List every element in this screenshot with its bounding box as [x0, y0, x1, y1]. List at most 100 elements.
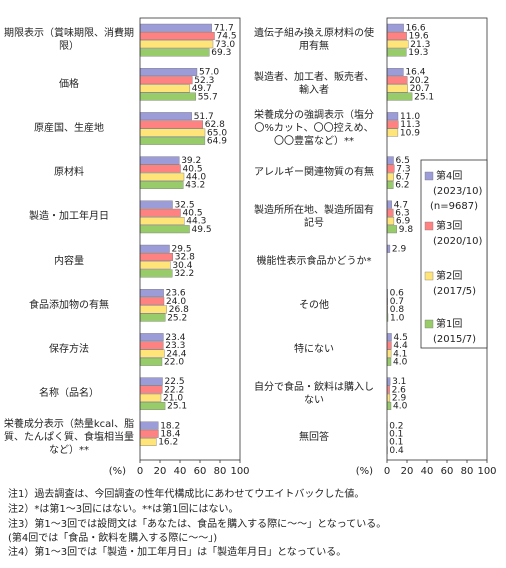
category-label-box: 価格: [59, 79, 79, 90]
bar: [139, 40, 214, 49]
bar: [139, 225, 190, 234]
value-label: 6.7: [396, 173, 410, 183]
value-label: 22.2: [164, 385, 184, 395]
value-label: 4.0: [393, 358, 408, 368]
bar: [386, 357, 392, 366]
category-label-box: 原産国、生産地: [34, 123, 104, 134]
value-label: 1.0: [390, 313, 405, 323]
bar: [139, 92, 196, 101]
value-label: 39.2: [181, 156, 201, 166]
bar: [139, 67, 198, 76]
category-label: 食品添加物の有無: [29, 299, 109, 311]
x-axis-label: (%): [356, 466, 373, 477]
bar: [139, 421, 159, 430]
bar: [386, 333, 392, 342]
x-tick-label: 20: [401, 466, 414, 477]
bar: [386, 393, 391, 402]
legend-sample: (n=9687): [430, 201, 478, 212]
value-label: 18.2: [160, 421, 180, 431]
note: 注2）*は第1～3回にはない。**は第1回にはない。: [8, 502, 238, 515]
category-label: 製造所所在地、製造所固有記号: [254, 204, 374, 229]
bar: [386, 92, 413, 101]
bar: [139, 377, 163, 386]
category-label-box: 栄養成分表示（熱量kcal、脂質、たんぱく質、食塩相当量など）**: [4, 419, 134, 456]
value-label: 57.0: [199, 68, 219, 78]
value-label: 4.0: [393, 402, 408, 412]
value-label: 6.3: [395, 209, 409, 219]
bar: [139, 305, 167, 314]
value-label: 3.1: [392, 377, 406, 387]
bar: [139, 244, 170, 253]
category-label: 期限表示（賞味期限、消費期限）: [4, 28, 134, 53]
value-label: 30.4: [172, 261, 192, 271]
bar: [386, 23, 404, 32]
value-label: 6.5: [396, 156, 410, 166]
category-label: 内容量: [54, 255, 84, 267]
bar: [139, 333, 164, 342]
category-label: 遺伝子組み換え原材料の使用有無: [254, 28, 374, 53]
value-label: 16.6: [406, 24, 426, 34]
value-label: 0.2: [389, 421, 403, 431]
bar: [386, 216, 395, 225]
x-tick-label: 40: [174, 466, 187, 477]
category-label-box: アレルギー関連物質の有無: [254, 167, 374, 179]
category-label-box: 栄養成分の強調表示（塩分〇%カット、〇〇控えめ、〇〇豊富など）**: [254, 109, 374, 147]
value-label: 32.8: [175, 253, 195, 263]
x-tick-label: 80: [461, 466, 474, 477]
category-label-box: 製造者、加工者、販売者、輸入者: [254, 72, 374, 96]
value-label: 21.3: [410, 40, 430, 50]
x-tick-label: 40: [421, 466, 434, 477]
value-label: 24.0: [166, 297, 186, 307]
x-tick-label: 0: [137, 466, 143, 477]
x-tick-label: 20: [154, 466, 167, 477]
bar: [139, 289, 164, 298]
value-label: 44.3: [186, 217, 206, 227]
category-label: アレルギー関連物質の有無: [254, 167, 374, 179]
value-label: 52.3: [194, 76, 214, 86]
category-label: 製造・加工年月日: [29, 211, 109, 223]
value-label: 20.2: [409, 76, 429, 86]
value-label: 43.2: [185, 181, 205, 191]
category-label: 栄養成分の強調表示（塩分〇%カット、〇〇控えめ、〇〇豊富など）**: [254, 109, 374, 147]
category-label-box: 製造・加工年月日: [29, 211, 109, 223]
value-label: 0.1: [389, 438, 403, 448]
legend-period: (2023/10): [433, 186, 482, 197]
bar: [386, 402, 392, 411]
x-tick-label: 100: [230, 466, 249, 477]
bar: [139, 357, 163, 366]
bar: [139, 76, 193, 85]
bar: [386, 349, 392, 358]
bar: [386, 225, 398, 234]
value-label: 11.0: [400, 112, 420, 122]
legend-swatch: [424, 171, 434, 181]
value-label: 16.4: [405, 68, 425, 78]
value-label: 64.9: [207, 137, 227, 147]
value-label: 62.8: [205, 120, 225, 130]
value-label: 2.6: [392, 385, 407, 395]
category-label-box: 期限表示（賞味期限、消費期限）: [4, 28, 134, 53]
category-label-box: 遺伝子組み換え原材料の使用有無: [254, 28, 374, 53]
bar: [386, 172, 394, 181]
bar: [386, 200, 392, 209]
bar: [386, 32, 407, 41]
value-label: 32.5: [175, 200, 195, 210]
bar: [139, 156, 180, 165]
bar: [139, 120, 203, 129]
bar: [139, 349, 165, 358]
value-label: 25.1: [167, 402, 187, 412]
value-label: 22.5: [165, 377, 185, 387]
bar: [139, 128, 206, 137]
value-label: 6.2: [395, 181, 409, 191]
value-label: 22.0: [164, 358, 184, 368]
category-label-box: 内容量: [54, 255, 84, 267]
value-label: 44.0: [186, 173, 206, 183]
value-label: 51.7: [194, 112, 214, 122]
bar: [139, 438, 157, 447]
category-label: 特にない: [294, 343, 334, 355]
bar: [139, 48, 210, 57]
value-label: 2.9: [392, 245, 407, 255]
value-label: 32.2: [174, 269, 194, 279]
legend-period: (2020/10): [433, 236, 482, 247]
x-tick-label: 100: [477, 466, 496, 477]
value-label: 11.3: [400, 120, 420, 130]
